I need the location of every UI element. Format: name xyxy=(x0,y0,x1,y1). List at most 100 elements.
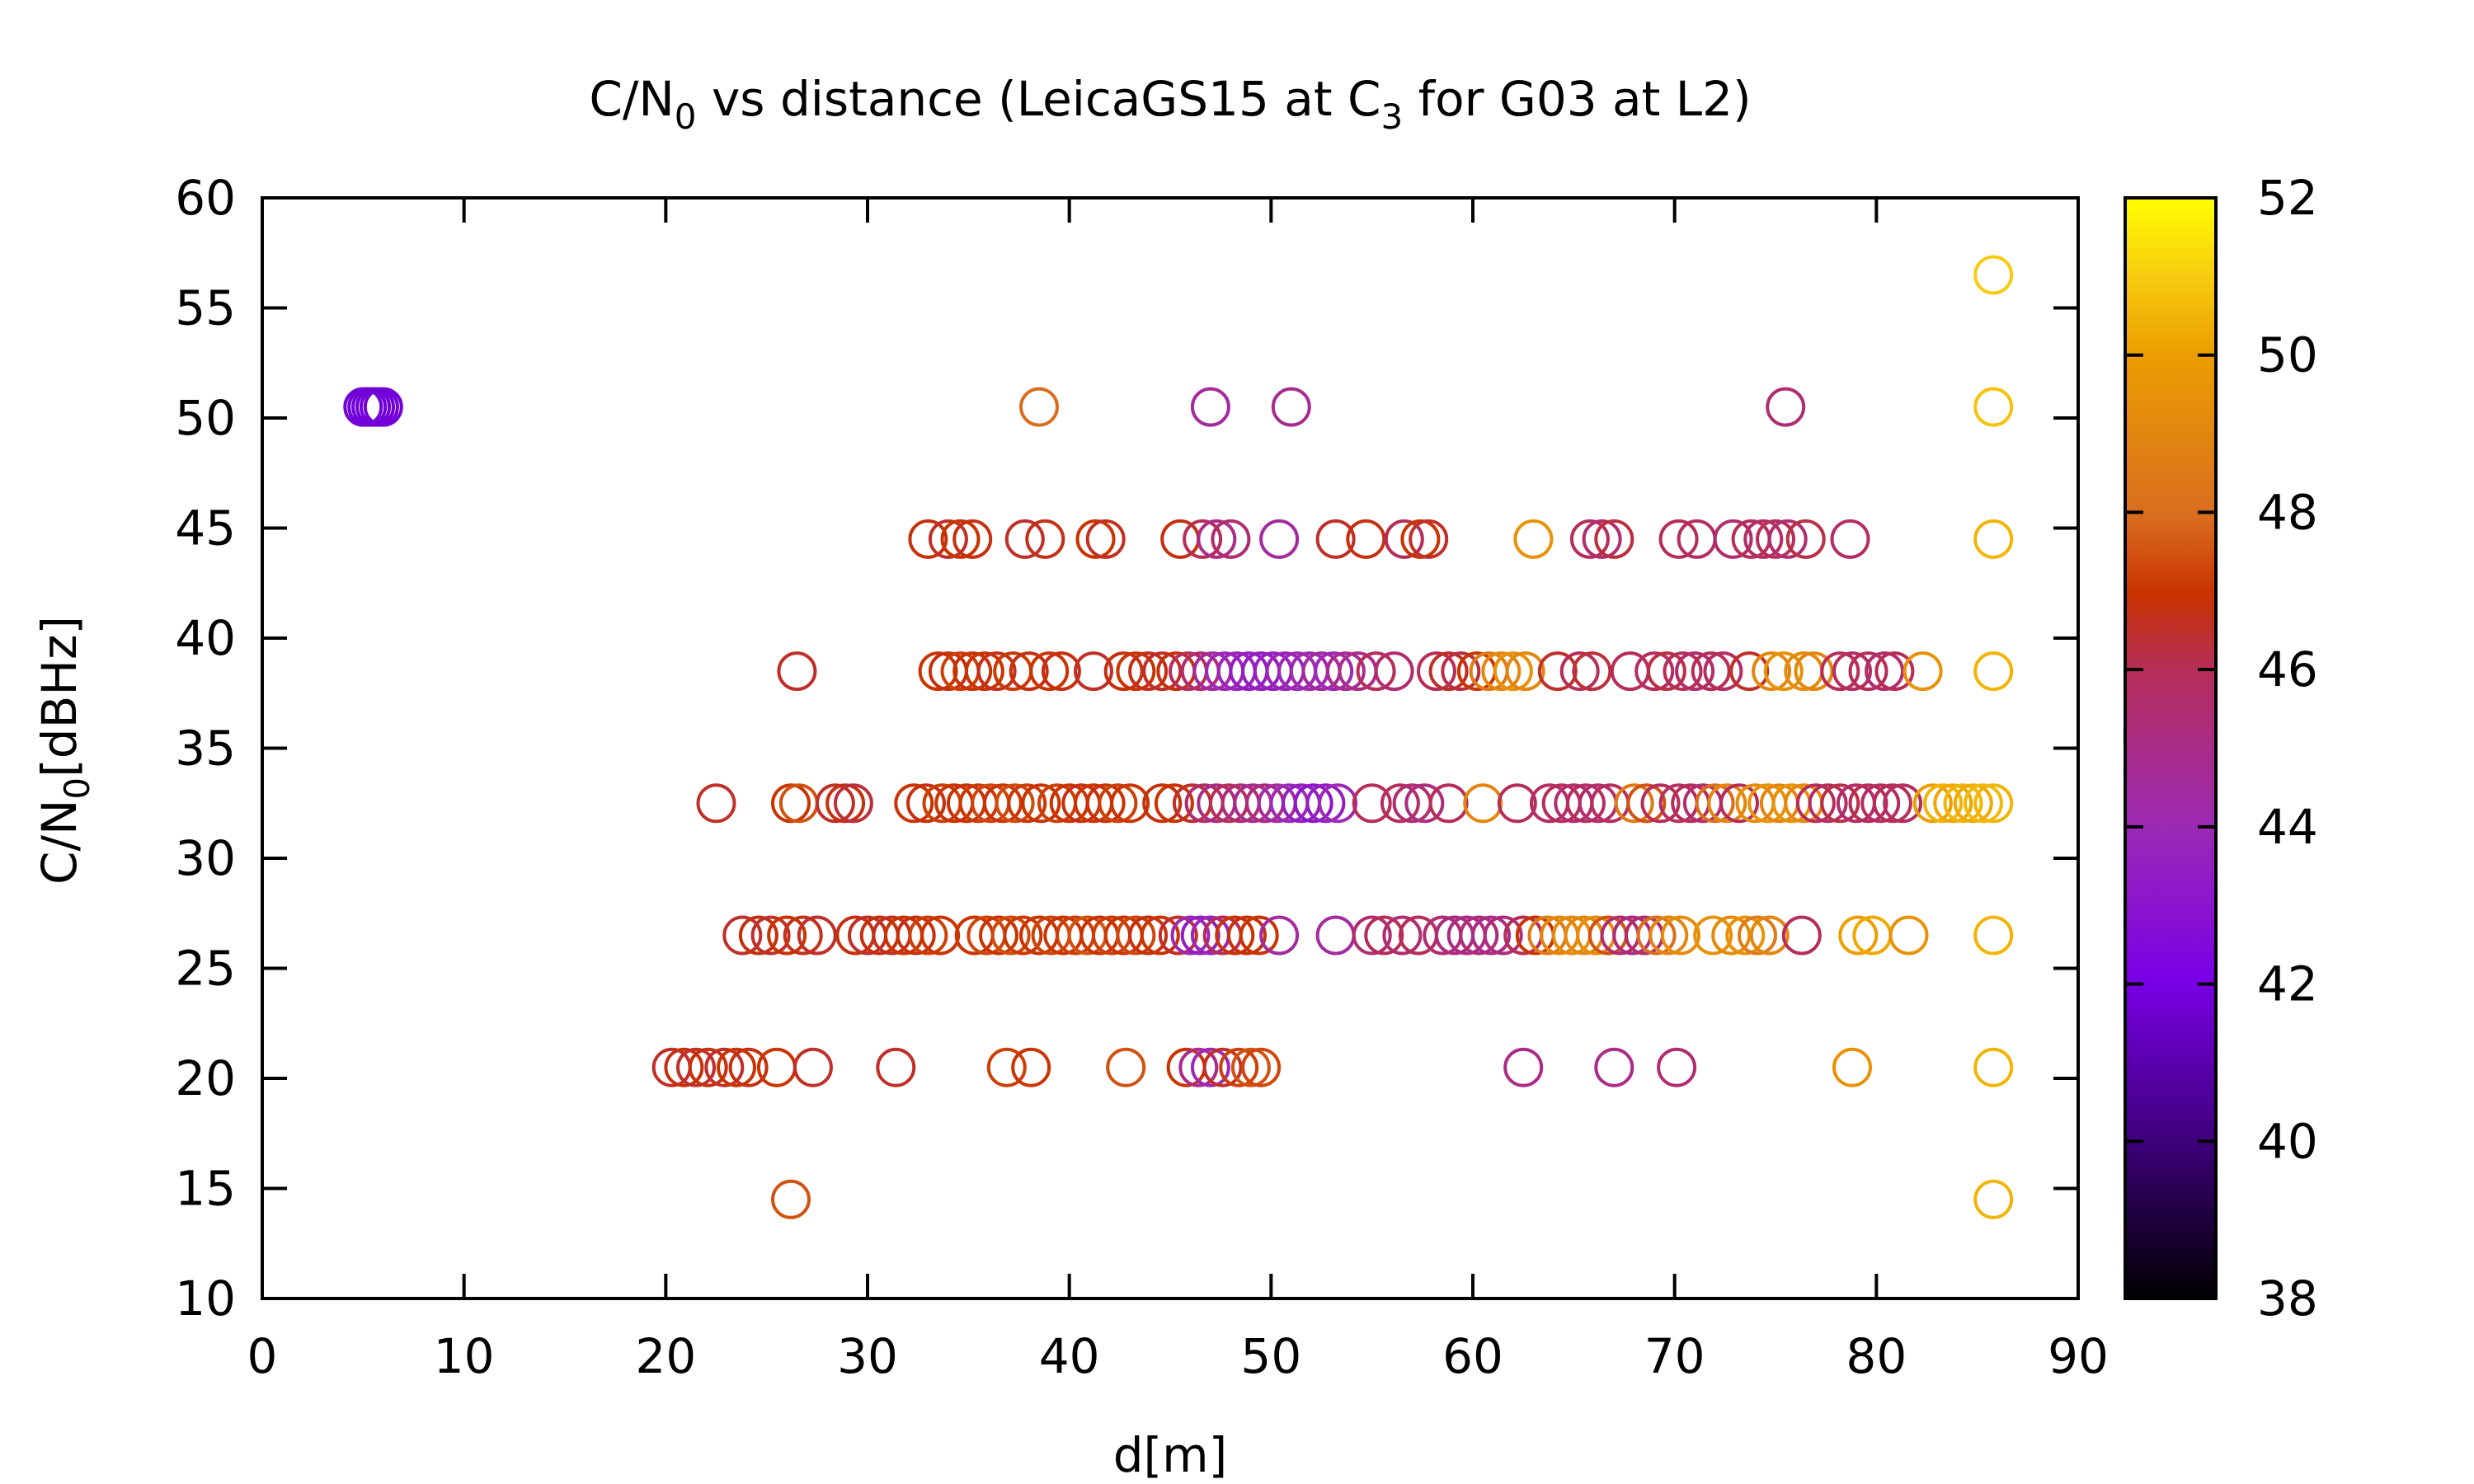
data-point xyxy=(833,783,873,824)
data-point xyxy=(1973,519,2014,559)
data-point xyxy=(1190,1047,1230,1087)
data-point xyxy=(1781,915,1822,956)
data-point xyxy=(1626,783,1667,824)
x-tick-label: 10 xyxy=(434,1328,495,1384)
data-point xyxy=(1004,519,1045,559)
data-point xyxy=(815,783,855,824)
data-point xyxy=(1382,915,1423,956)
chart-title: C/N0 vs distance (LeicaGS15 at C3 for G0… xyxy=(589,71,1751,137)
data-point xyxy=(1874,651,1915,692)
data-point xyxy=(1749,915,1790,956)
data-point xyxy=(1505,651,1545,692)
data-point xyxy=(1743,519,1784,559)
data-point xyxy=(1215,915,1255,956)
data-point xyxy=(1657,1047,1697,1087)
y-axis-label: C/N0[dBHz] xyxy=(31,616,97,885)
data-point xyxy=(1785,519,1826,559)
data-point xyxy=(1170,915,1211,956)
x-tick-label: 20 xyxy=(635,1328,696,1384)
data-point xyxy=(696,783,736,824)
data-point xyxy=(1085,783,1126,824)
colorbar-tick-label: 42 xyxy=(2257,956,2318,1012)
data-point xyxy=(1763,651,1804,692)
colorbar-tick-label: 44 xyxy=(2257,799,2318,855)
data-point xyxy=(1973,1179,2014,1219)
data-point xyxy=(1019,387,1059,427)
colorbar-tick-label: 48 xyxy=(2257,484,2318,540)
data-point xyxy=(1483,915,1523,956)
data-point xyxy=(1007,783,1047,824)
data-point xyxy=(1481,651,1522,692)
data-point xyxy=(1271,387,1311,427)
y-axis-ticks: 10 15 20 25 30 35 40 45 50 55 60 xyxy=(175,170,2078,1327)
data-point xyxy=(1903,651,1943,692)
data-point xyxy=(1646,651,1686,692)
x-tick-label: 50 xyxy=(1240,1328,1301,1384)
data-point xyxy=(1640,783,1681,824)
data-point xyxy=(1953,783,1993,824)
data-point xyxy=(1364,915,1404,956)
data-point xyxy=(1098,783,1138,824)
data-point xyxy=(1594,1047,1634,1087)
y-tick-label: 45 xyxy=(175,500,236,556)
data-point xyxy=(717,1047,756,1087)
colorbar-tick-label: 38 xyxy=(2257,1270,2318,1327)
data-point xyxy=(876,1047,916,1087)
data-point xyxy=(1041,651,1081,692)
data-point xyxy=(1636,915,1677,956)
data-point xyxy=(1352,783,1392,824)
data-point xyxy=(976,651,1017,692)
data-points xyxy=(343,255,2014,1219)
x-tick-label: 70 xyxy=(1644,1328,1705,1384)
data-point xyxy=(1497,783,1537,824)
x-tick-label: 40 xyxy=(1039,1328,1100,1384)
data-point xyxy=(993,651,1033,692)
data-point xyxy=(1675,651,1715,692)
data-point xyxy=(918,651,958,692)
data-point xyxy=(1315,519,1356,559)
data-point xyxy=(1695,783,1735,824)
data-point xyxy=(1021,783,1061,824)
data-point xyxy=(1197,519,1237,559)
data-point xyxy=(1219,1047,1259,1087)
data-point xyxy=(1409,519,1449,559)
data-point xyxy=(688,1047,728,1087)
data-point xyxy=(1503,1047,1544,1087)
data-point xyxy=(1703,651,1743,692)
data-point xyxy=(1009,651,1049,692)
data-point xyxy=(1830,519,1870,559)
y-tick-label: 60 xyxy=(175,170,236,226)
data-point xyxy=(738,915,778,956)
plot-frame xyxy=(261,196,2080,1300)
data-point xyxy=(1128,915,1169,956)
data-point xyxy=(1838,915,1879,956)
data-point xyxy=(1933,783,1973,824)
data-point xyxy=(777,651,817,692)
data-point xyxy=(1239,915,1279,956)
data-point xyxy=(1649,915,1689,956)
data-point xyxy=(1075,519,1116,559)
data-point xyxy=(664,1047,704,1087)
data-point xyxy=(750,915,791,956)
data-point xyxy=(1352,915,1392,956)
y-tick-label: 35 xyxy=(175,721,236,777)
x-tick-label: 80 xyxy=(1846,1328,1907,1384)
data-point xyxy=(1230,1047,1271,1087)
data-point xyxy=(1356,651,1396,692)
data-point xyxy=(1202,1047,1243,1087)
data-point xyxy=(1973,387,2014,427)
data-point xyxy=(1003,915,1043,956)
data-point xyxy=(1973,783,2014,824)
data-point xyxy=(1011,1047,1051,1087)
data-point xyxy=(908,519,948,559)
data-point xyxy=(1428,651,1469,692)
data-point xyxy=(1634,651,1675,692)
data-point xyxy=(1183,519,1223,559)
data-point xyxy=(1820,651,1860,692)
data-point xyxy=(1085,519,1126,559)
data-point xyxy=(1400,519,1441,559)
data-point xyxy=(1725,915,1766,956)
data-point xyxy=(1661,915,1700,956)
data-point xyxy=(1513,519,1554,559)
data-point xyxy=(1766,387,1806,427)
